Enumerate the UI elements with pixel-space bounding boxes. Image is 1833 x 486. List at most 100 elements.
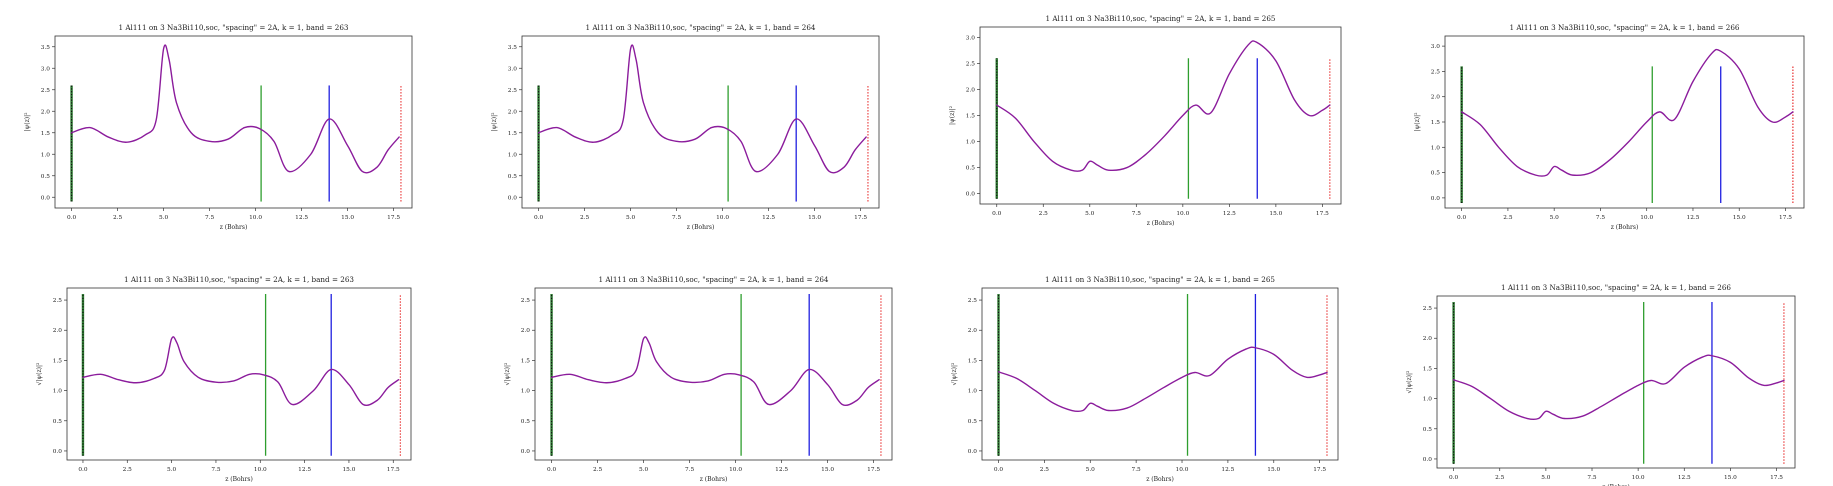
plot-frame — [521, 35, 880, 209]
x-tick-label: 0.0 — [1457, 215, 1467, 221]
y-tick-label: 3.5 — [508, 45, 518, 51]
x-tick-label: 2.5 — [123, 467, 133, 473]
y-tick-label: 1.0 — [968, 389, 978, 395]
chart-panel-8: 1 Al111 on 3 Na3Bi110,soc, "spacing" = 2… — [1406, 283, 1796, 486]
x-tick-label: 17.5 — [1316, 211, 1329, 217]
y-tick-label: 3.0 — [966, 35, 976, 41]
chart-title: 1 Al111 on 3 Na3Bi110,soc, "spacing" = 2… — [1501, 283, 1731, 292]
y-tick-label: 0.0 — [41, 195, 51, 201]
x-tick-label: 0.0 — [547, 467, 557, 473]
y-tick-label: 1.0 — [508, 152, 518, 158]
y-tick-label: 0.5 — [521, 419, 531, 425]
x-tick-label: 0.0 — [1449, 475, 1459, 481]
plot-frame — [1436, 295, 1796, 469]
y-tick-label: 1.0 — [1431, 145, 1441, 151]
chart-panel-7: 1 Al111 on 3 Na3Bi110,soc, "spacing" = 2… — [951, 275, 1339, 483]
y-tick-label: 2.5 — [41, 88, 51, 94]
x-axis-label: z (Bohrs) — [1602, 484, 1630, 486]
y-tick-label: 0.0 — [1423, 457, 1433, 463]
y-tick-label: 1.5 — [41, 131, 51, 137]
x-tick-label: 10.0 — [1632, 475, 1645, 481]
series-line — [997, 346, 1328, 413]
y-tick-label: 0.5 — [41, 174, 51, 180]
y-axis-label: √|ψ(z)|² — [504, 362, 511, 385]
x-tick-label: 7.5 — [1596, 215, 1606, 221]
y-axis-label: |ψ(z)|² — [1414, 112, 1421, 132]
y-tick-label: 2.0 — [968, 328, 978, 334]
y-tick-label: 0.5 — [53, 419, 63, 425]
x-tick-label: 7.5 — [211, 467, 221, 473]
x-tick-label: 0.0 — [534, 215, 544, 221]
y-tick-label: 1.5 — [1431, 120, 1441, 126]
x-tick-label: 10.0 — [254, 467, 267, 473]
y-tick-label: 3.0 — [1431, 44, 1441, 50]
x-tick-label: 0.0 — [67, 215, 77, 221]
series-line — [996, 40, 1331, 172]
x-tick-label: 17.5 — [387, 467, 400, 473]
chart-title: 1 Al111 on 3 Na3Bi110,soc, "spacing" = 2… — [1510, 23, 1740, 32]
y-tick-label: 2.5 — [1431, 69, 1441, 75]
chart-title: 1 Al111 on 3 Na3Bi110,soc, "spacing" = 2… — [124, 275, 354, 284]
x-axis-label: z (Bohrs) — [700, 476, 728, 483]
x-tick-label: 12.5 — [775, 467, 788, 473]
plot-frame — [1444, 35, 1805, 209]
chart-panel-2: 1 Al111 on 3 Na3Bi110,soc, "spacing" = 2… — [491, 23, 880, 231]
plot-frame — [981, 287, 1339, 461]
x-tick-label: 15.0 — [1267, 467, 1280, 473]
y-tick-label: 2.5 — [53, 298, 63, 304]
x-tick-label: 15.0 — [821, 467, 834, 473]
y-tick-label: 0.0 — [968, 449, 978, 455]
x-tick-label: 0.0 — [78, 467, 88, 473]
series-line — [70, 44, 400, 174]
y-axis-label: √|ψ(z)|² — [951, 362, 958, 385]
y-tick-label: 2.5 — [1423, 306, 1433, 312]
x-tick-label: 5.0 — [1086, 467, 1096, 473]
x-tick-label: 5.0 — [1550, 215, 1560, 221]
x-tick-label: 2.5 — [1495, 475, 1505, 481]
y-tick-label: 1.0 — [1423, 397, 1433, 403]
x-tick-label: 17.5 — [1313, 467, 1326, 473]
y-tick-label: 3.5 — [41, 45, 51, 51]
chart-panel-1: 1 Al111 on 3 Na3Bi110,soc, "spacing" = 2… — [24, 23, 413, 231]
series-line — [550, 336, 880, 407]
x-tick-label: 12.5 — [1223, 211, 1236, 217]
x-tick-label: 0.0 — [994, 467, 1004, 473]
y-tick-label: 0.5 — [966, 166, 976, 172]
y-tick-label: 0.5 — [968, 419, 978, 425]
chart-title: 1 Al111 on 3 Na3Bi110,soc, "spacing" = 2… — [119, 23, 349, 32]
plot-frame — [54, 35, 413, 209]
x-tick-label: 5.0 — [626, 215, 636, 221]
y-tick-label: 2.5 — [968, 298, 978, 304]
x-tick-label: 7.5 — [672, 215, 682, 221]
plot-frame — [979, 26, 1342, 205]
y-tick-label: 2.0 — [53, 328, 63, 334]
x-tick-label: 12.5 — [1678, 475, 1691, 481]
x-tick-label: 15.0 — [341, 215, 354, 221]
x-tick-label: 7.5 — [1132, 211, 1142, 217]
x-tick-label: 10.0 — [729, 467, 742, 473]
y-tick-label: 1.0 — [966, 140, 976, 146]
x-tick-label: 2.5 — [1039, 211, 1049, 217]
x-tick-label: 5.0 — [1541, 475, 1551, 481]
y-tick-label: 2.0 — [508, 109, 518, 115]
x-tick-label: 10.0 — [1176, 211, 1189, 217]
chart-title: 1 Al111 on 3 Na3Bi110,soc, "spacing" = 2… — [1045, 275, 1275, 284]
x-tick-label: 2.5 — [1040, 467, 1050, 473]
x-tick-label: 7.5 — [685, 467, 695, 473]
series-line — [1460, 48, 1794, 177]
x-tick-label: 15.0 — [1724, 475, 1737, 481]
y-tick-label: 0.0 — [1431, 196, 1441, 202]
y-tick-label: 0.0 — [53, 449, 63, 455]
chart-panel-5: 1 Al111 on 3 Na3Bi110,soc, "spacing" = 2… — [36, 275, 412, 483]
y-axis-label: √|ψ(z)|² — [1406, 370, 1413, 393]
y-tick-label: 1.5 — [521, 358, 531, 364]
x-axis-label: z (Bohrs) — [1611, 224, 1639, 231]
y-tick-label: 2.0 — [1423, 336, 1433, 342]
y-tick-label: 2.0 — [1431, 95, 1441, 101]
y-axis-label: √|ψ(z)|² — [36, 362, 43, 385]
y-tick-label: 1.5 — [53, 358, 63, 364]
x-tick-label: 5.0 — [1085, 211, 1095, 217]
x-tick-label: 7.5 — [1132, 467, 1142, 473]
y-tick-label: 3.0 — [41, 66, 51, 72]
